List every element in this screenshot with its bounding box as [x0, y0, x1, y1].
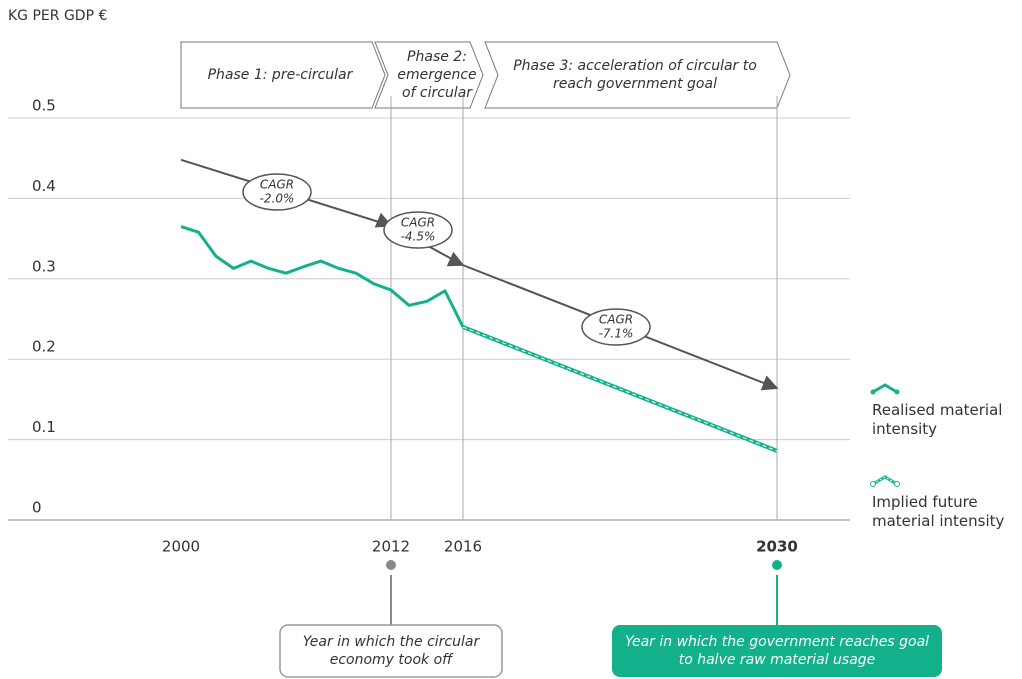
- cagr-badge: [581, 308, 651, 346]
- legend-icon: [872, 476, 898, 485]
- callout-box: [279, 624, 503, 678]
- callout-dot: [386, 560, 396, 570]
- cagr-value: -2.0%: [260, 192, 295, 206]
- legend-icon: [870, 481, 876, 487]
- x-tick-label: 2012: [372, 538, 410, 556]
- phase-label: Phase 1: pre-circular: [207, 67, 353, 83]
- legend-icon: [894, 389, 900, 395]
- cagr-badge: [383, 211, 453, 249]
- cagr-badge: [242, 173, 312, 211]
- cagr-title: CAGR: [260, 178, 294, 192]
- legend-icon: [894, 481, 900, 487]
- y-tick-label: 0.5: [32, 97, 56, 115]
- x-tick-label: 2016: [444, 538, 482, 556]
- y-tick-label: 0.4: [32, 177, 56, 195]
- callout-text: Year in which the government reaches goa…: [624, 634, 930, 668]
- cagr-title: CAGR: [599, 313, 633, 327]
- axis-title: KG PER GDP €: [8, 8, 107, 24]
- callout-box: [612, 625, 942, 677]
- phase-box: [180, 41, 386, 109]
- y-tick-label: 0.2: [32, 338, 56, 356]
- y-tick-label: 0: [32, 499, 42, 517]
- cagr-value: -7.1%: [599, 327, 634, 341]
- cagr-value: -4.5%: [401, 230, 436, 244]
- phase-box: [374, 41, 484, 109]
- callout-text: Year in which the circular economy took …: [302, 634, 480, 668]
- line: [180, 225, 465, 328]
- y-tick-label: 0.1: [32, 418, 56, 436]
- phase-label: Phase 2: emergence of circular: [397, 49, 477, 101]
- cagr-title: CAGR: [401, 216, 435, 230]
- legend-icon: [872, 475, 898, 486]
- x-tick-label: 2030: [756, 538, 798, 556]
- x-tick-label: 2000: [162, 538, 200, 556]
- legend-label: Implied future material intensity: [872, 493, 1005, 530]
- legend-icon: [870, 389, 876, 395]
- phase-label: Phase 3: acceleration of circular to rea…: [513, 58, 757, 92]
- line-dash: [462, 326, 778, 452]
- y-tick-label: 0.3: [32, 257, 56, 275]
- legend-label: Realised material intensity: [872, 401, 1003, 438]
- callout-dot: [772, 560, 782, 570]
- legend-icon: [872, 383, 898, 394]
